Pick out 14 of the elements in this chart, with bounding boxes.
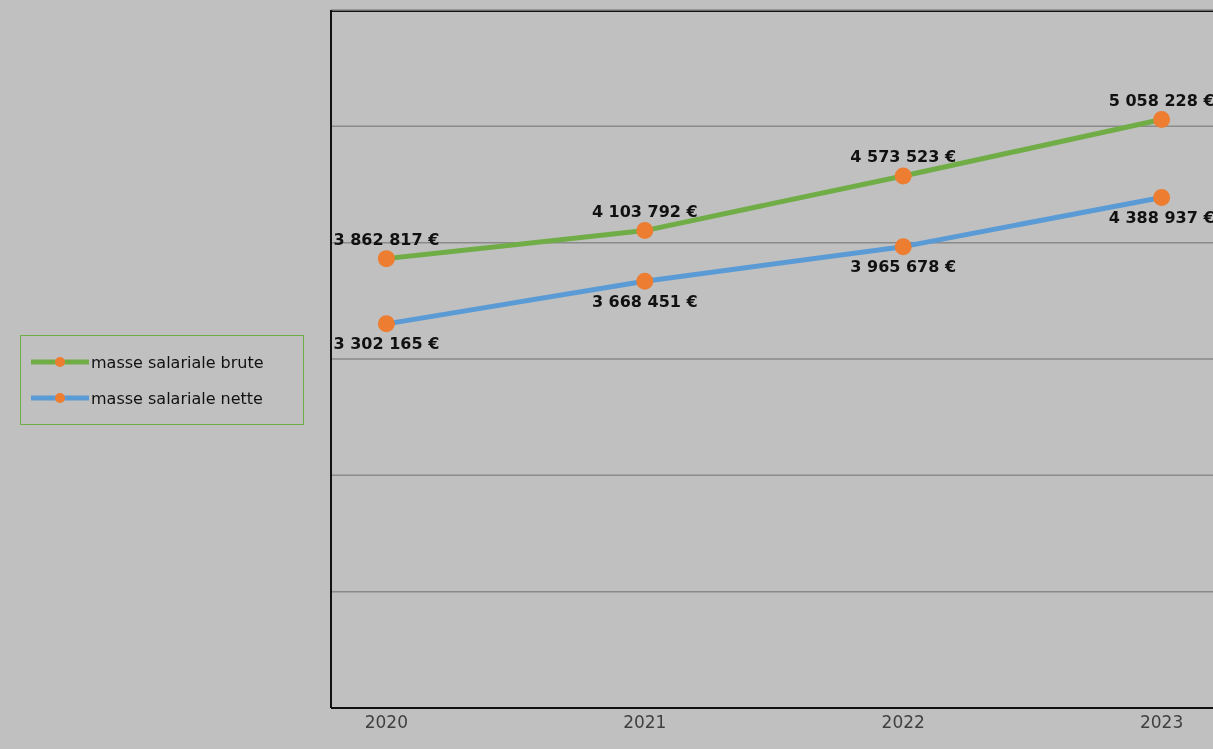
- data-label: 4 103 792 €: [591, 201, 698, 221]
- data-label: 3 302 165 €: [333, 334, 440, 354]
- x-tick-label: 2020: [364, 712, 409, 733]
- data-label: 4 573 523 €: [850, 146, 957, 166]
- data-label: 5 058 228 €: [1108, 90, 1213, 110]
- x-tick-label: 2022: [881, 712, 925, 733]
- data-label: 3 668 451 €: [591, 291, 698, 311]
- legend-label: masse salariale nette: [91, 388, 263, 408]
- x-tick-label: 2021: [623, 712, 667, 733]
- data-label: 4 388 937 €: [1108, 207, 1213, 227]
- data-label: 3 965 678 €: [850, 257, 957, 277]
- x-tick-label: 2023: [1139, 712, 1184, 733]
- legend-label: masse salariale brute: [91, 352, 264, 372]
- data-label: 3 862 817 €: [333, 229, 440, 249]
